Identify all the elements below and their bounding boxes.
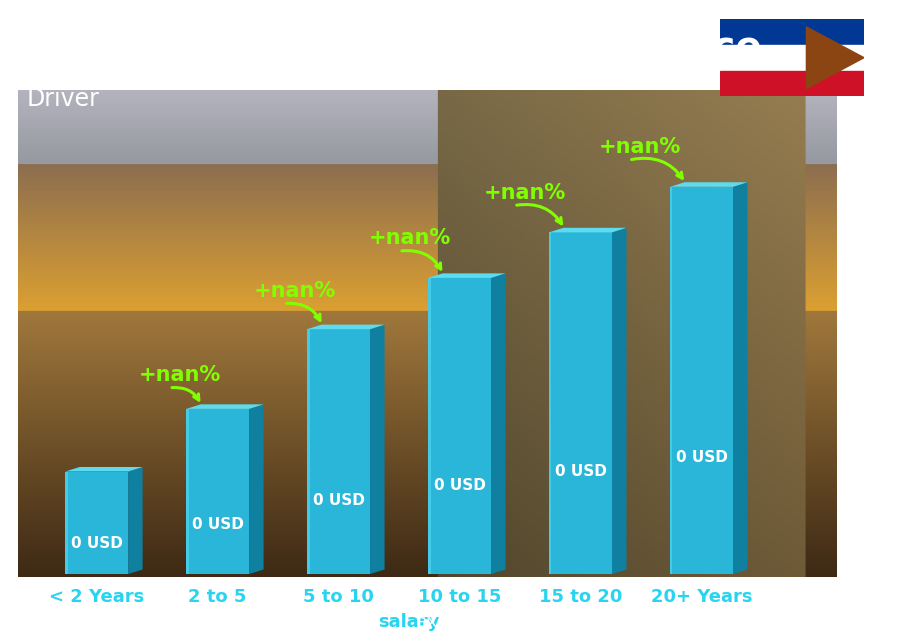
Text: +nan%: +nan%: [598, 137, 681, 157]
Polygon shape: [65, 472, 128, 574]
Text: Salary Comparison By Experience: Salary Comparison By Experience: [27, 29, 761, 67]
Polygon shape: [549, 233, 552, 574]
Polygon shape: [186, 409, 189, 574]
Bar: [720, 46, 864, 71]
Polygon shape: [549, 233, 612, 574]
Bar: [720, 19, 864, 46]
Polygon shape: [307, 329, 310, 574]
Text: 0 USD: 0 USD: [676, 451, 727, 465]
Text: Average Monthly Salary: Average Monthly Salary: [871, 246, 884, 395]
Polygon shape: [428, 278, 430, 574]
Polygon shape: [249, 404, 264, 574]
Polygon shape: [549, 228, 626, 233]
Text: Driver: Driver: [27, 87, 100, 110]
Polygon shape: [428, 273, 506, 278]
Text: +nan%: +nan%: [254, 281, 337, 301]
Text: 0 USD: 0 USD: [71, 536, 122, 551]
Polygon shape: [428, 278, 491, 574]
Text: +nan%: +nan%: [139, 365, 221, 385]
Polygon shape: [670, 182, 748, 187]
Polygon shape: [186, 409, 249, 574]
Polygon shape: [307, 329, 370, 574]
Text: 0 USD: 0 USD: [554, 464, 607, 479]
Text: 0 USD: 0 USD: [312, 493, 364, 508]
Polygon shape: [128, 467, 142, 574]
Polygon shape: [65, 467, 142, 472]
Text: explorer.com: explorer.com: [416, 613, 533, 631]
Text: +nan%: +nan%: [369, 228, 451, 248]
Polygon shape: [612, 228, 626, 574]
Text: +nan%: +nan%: [484, 183, 566, 203]
Polygon shape: [670, 187, 672, 574]
Polygon shape: [670, 187, 733, 574]
Polygon shape: [65, 472, 68, 574]
Polygon shape: [806, 27, 864, 88]
Bar: [720, 71, 864, 96]
Text: 0 USD: 0 USD: [192, 517, 244, 532]
Polygon shape: [370, 324, 384, 574]
Text: 0 USD: 0 USD: [434, 478, 485, 493]
Polygon shape: [186, 404, 264, 409]
Polygon shape: [491, 273, 506, 574]
Polygon shape: [307, 324, 384, 329]
Polygon shape: [733, 182, 748, 574]
Text: salary: salary: [378, 613, 439, 631]
